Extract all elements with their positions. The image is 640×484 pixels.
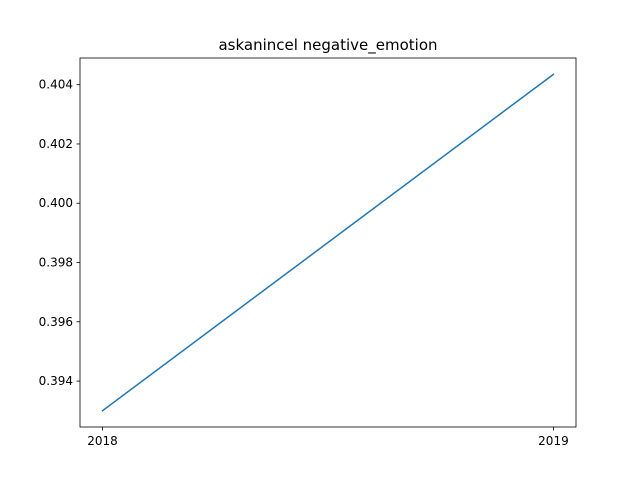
- chart-title: askanincel negative_emotion: [218, 36, 437, 55]
- y-tick-label: 0.402: [39, 137, 73, 151]
- plot-area: 0.394 0.396 0.398 0.400 0.402 0.404 2018 2019: [39, 57, 577, 448]
- x-tick-label: 2019: [538, 434, 569, 448]
- x-tick-label: 2018: [87, 434, 118, 448]
- y-tick-label: 0.396: [39, 315, 73, 329]
- y-tick-label: 0.404: [39, 78, 73, 92]
- axes-frame: [79, 57, 577, 428]
- series-line-0: [101, 73, 555, 412]
- y-tick-label: 0.398: [39, 256, 73, 270]
- y-tick-label: 0.400: [39, 196, 73, 210]
- y-tick-label: 0.394: [39, 374, 73, 388]
